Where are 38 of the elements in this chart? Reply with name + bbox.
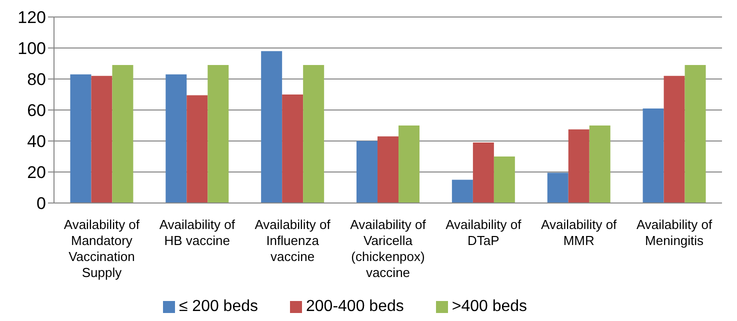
bar [356,141,378,203]
x-tick-label: Availability of Meningitis [636,217,712,248]
y-tick-label: 100 [18,39,46,58]
y-tick-label: 40 [27,132,46,152]
y-tick-label: 20 [27,163,46,182]
bar [547,172,568,203]
bar [70,74,92,203]
bar [472,142,494,203]
bar [112,65,134,203]
bar [282,94,304,203]
y-tick-label: 120 [18,8,46,28]
bar [208,65,229,203]
x-tick-label: Availability of Mandatory Vaccination Supply [64,217,140,280]
bar [589,126,610,203]
x-tick-label: Availability of Influenza vaccine [254,217,331,264]
bar [398,126,420,203]
bar [452,180,473,203]
bar [303,65,324,203]
bar [568,129,590,203]
y-tick-label: 80 [27,70,46,90]
legend-label: >400 beds [452,298,528,315]
bar [261,51,282,203]
x-tick-label: Availability of Varicella (chickenpox) vaccine [350,217,426,280]
bar [166,74,187,203]
x-tick-label: Availability of DTaP [446,217,522,248]
bar [91,76,112,203]
legend-label: ≤ 200 beds [178,298,258,315]
bar [642,108,664,203]
bar [664,76,685,203]
y-tick-label: 0 [36,194,46,214]
bar [684,65,706,203]
x-tick-label: Availability of MMR [541,217,618,248]
x-tick-label: Availability of HB vaccine [159,217,236,248]
bar [378,136,399,203]
bar [494,156,515,203]
bar [186,95,208,203]
y-tick-label: 60 [27,101,46,120]
legend-label: 200-400 beds [306,298,404,315]
